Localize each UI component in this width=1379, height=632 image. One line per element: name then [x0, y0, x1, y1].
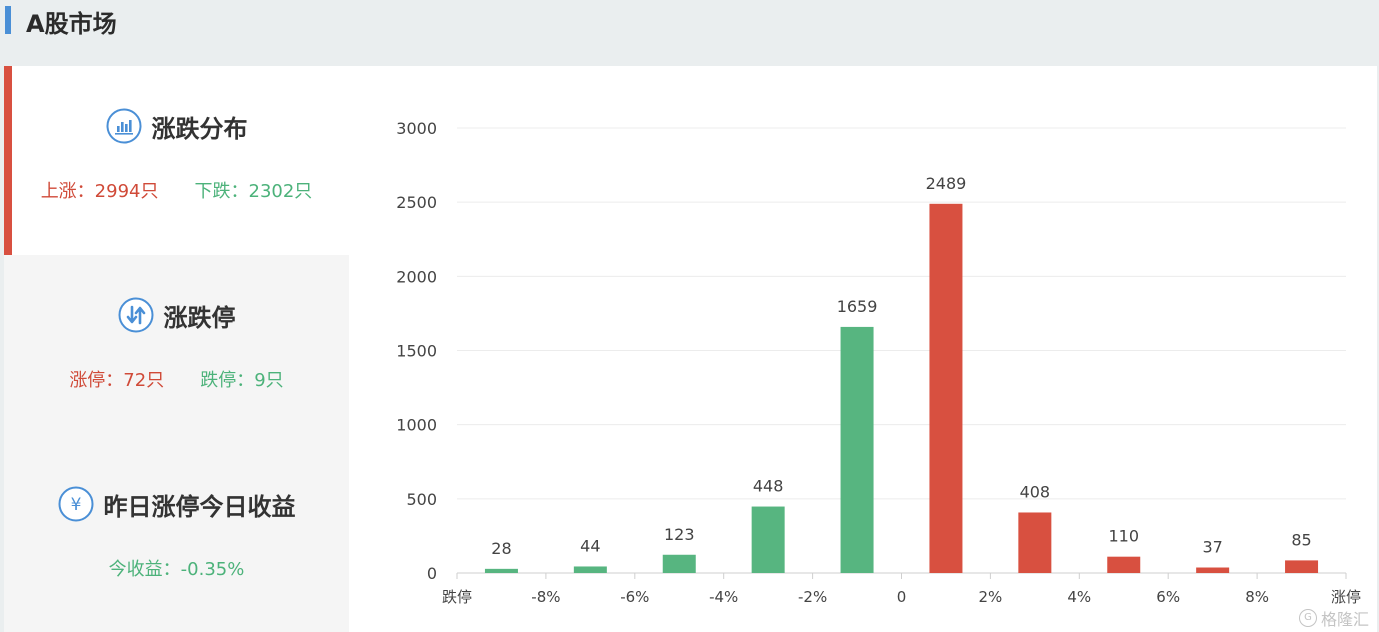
- x-tick-label: -6%: [620, 588, 649, 606]
- panel-limit[interactable]: 涨跌停 涨停：72只 跌停：9只: [4, 255, 349, 444]
- distribution-chart: 0 500 1000 1500 2000 2500 3000 跌停 -8% -6% -4% -2% 0 2…: [396, 119, 1361, 606]
- bar-value-label: 110: [1108, 527, 1139, 546]
- bar-value-label: 44: [580, 536, 600, 555]
- bar-value-label: 37: [1202, 538, 1222, 557]
- svg-text:¥: ¥: [70, 495, 81, 515]
- up-down-arrows-icon: [118, 297, 153, 333]
- x-tick-label: 2%: [979, 588, 1003, 606]
- bar: [1107, 556, 1141, 573]
- limit-up-count: 涨停：72只: [69, 370, 165, 391]
- bar: [484, 568, 518, 573]
- yesterday-return: 今收益：-0.35%: [108, 559, 245, 580]
- panel-distribution-head: 涨跌分布: [4, 108, 349, 144]
- x-tick-label: 跌停: [442, 588, 472, 606]
- section-header: A股市场: [0, 0, 1379, 66]
- panel-yesterday-head: ¥ 昨日涨停今日收益: [4, 486, 349, 522]
- up-count: 上涨：2994只: [40, 181, 159, 202]
- bar: [573, 566, 607, 573]
- panel-limit-head: 涨跌停: [4, 297, 349, 333]
- bar-value-label: 123: [664, 525, 695, 544]
- panel-distribution-stats: 上涨：2994只 下跌：2302只: [4, 177, 349, 203]
- panel-distribution[interactable]: 涨跌分布 上涨：2994只 下跌：2302只: [4, 66, 349, 255]
- y-tick-label: 1500: [396, 342, 437, 361]
- down-count: 下跌：2302只: [194, 181, 313, 202]
- x-tick-label: -4%: [709, 588, 738, 606]
- y-tick-label: 3000: [396, 119, 437, 138]
- y-tick-label: 2500: [396, 193, 437, 212]
- sidebar: 涨跌分布 上涨：2994只 下跌：2302只 涨跌停 涨停：72只 跌停：9只 …: [4, 66, 349, 632]
- x-tick-label: 涨停: [1331, 588, 1361, 606]
- page-title: A股市场: [26, 10, 117, 38]
- panel-yesterday-stats: 今收益：-0.35%: [4, 555, 349, 581]
- y-tick-label: 1000: [396, 416, 437, 435]
- y-tick-label: 500: [406, 490, 437, 509]
- bar-value-label: 28: [491, 539, 511, 558]
- bar-value-label: 2489: [926, 174, 967, 193]
- x-tick-label: -8%: [531, 588, 560, 606]
- panel-yesterday-title: 昨日涨停今日收益: [103, 492, 296, 521]
- bar-value-label: 448: [753, 477, 784, 496]
- x-tick-label: 0: [897, 588, 907, 606]
- yen-icon: ¥: [58, 486, 93, 522]
- bar: [1018, 512, 1052, 573]
- panel-yesterday[interactable]: ¥ 昨日涨停今日收益 今收益：-0.35%: [4, 444, 349, 632]
- x-tick-label: 8%: [1245, 588, 1269, 606]
- bar-chart-icon: [106, 108, 141, 144]
- x-tick-label: 6%: [1156, 588, 1180, 606]
- bar: [1196, 567, 1230, 573]
- x-tick-label: 4%: [1067, 588, 1091, 606]
- bar: [840, 326, 874, 573]
- watermark: G 格隆汇: [1298, 606, 1369, 630]
- chart-container: 0 500 1000 1500 2000 2500 3000 跌停 -8% -6% -4% -2% 0 2…: [349, 66, 1377, 632]
- watermark-logo-icon: G: [1298, 609, 1317, 627]
- watermark-text: 格隆汇: [1320, 610, 1369, 629]
- panel-limit-title: 涨跌停: [163, 303, 236, 332]
- panel-limit-stats: 涨停：72只 跌停：9只: [4, 366, 349, 392]
- bar: [1285, 560, 1319, 573]
- header-accent-bar: [5, 6, 11, 34]
- bar-value-label: 1659: [837, 297, 878, 316]
- x-tick-label: -2%: [798, 588, 827, 606]
- bar: [751, 506, 785, 573]
- bar: [662, 554, 696, 573]
- bar: [929, 203, 963, 573]
- bar-value-label: 85: [1291, 530, 1311, 549]
- y-tick-label: 2000: [396, 267, 437, 286]
- bar-value-label: 408: [1020, 482, 1051, 501]
- panel-distribution-title: 涨跌分布: [151, 114, 248, 143]
- limit-down-count: 跌停：9只: [200, 370, 284, 391]
- y-tick-label: 0: [427, 564, 437, 583]
